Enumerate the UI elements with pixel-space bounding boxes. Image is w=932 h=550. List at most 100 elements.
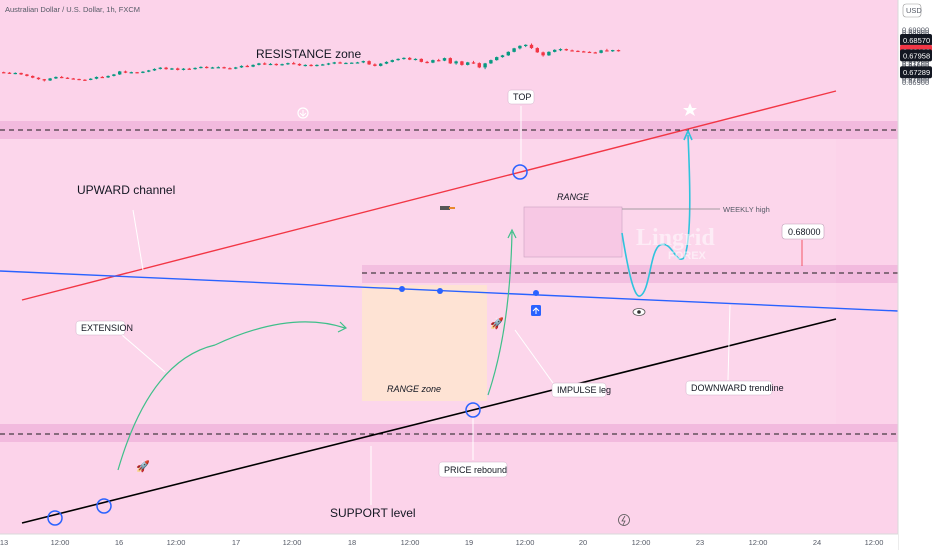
candle[interactable] [309,64,313,67]
candle[interactable] [390,59,394,63]
candle[interactable] [170,67,174,70]
candle[interactable] [228,67,232,70]
candle[interactable] [483,62,487,70]
candle[interactable] [547,51,551,56]
candle[interactable] [234,66,238,70]
candle[interactable] [77,78,81,81]
candle[interactable] [518,45,522,50]
candle[interactable] [65,77,70,79]
candle[interactable] [489,59,493,64]
candle[interactable] [286,62,290,65]
candle[interactable] [25,73,29,77]
eye-icon[interactable] [632,308,646,316]
candle[interactable] [419,58,423,63]
candle[interactable] [36,77,41,80]
upward-channel-top-line[interactable] [21,90,837,301]
candle[interactable] [599,49,603,54]
candle[interactable] [164,66,168,70]
candle[interactable] [19,72,23,75]
candle[interactable] [239,65,244,68]
candle[interactable] [616,49,621,52]
price-rebound-marker[interactable] [465,402,481,418]
candle[interactable] [477,62,481,69]
candle[interactable] [558,48,563,52]
candle[interactable] [71,77,75,80]
candle[interactable] [106,75,110,78]
candle[interactable] [315,64,319,67]
candle[interactable] [147,69,151,73]
candle[interactable] [500,54,505,58]
candle[interactable] [367,60,371,65]
candle[interactable] [553,49,557,53]
candle[interactable] [48,77,52,81]
candle[interactable] [425,60,429,64]
candle[interactable] [593,51,597,54]
candle[interactable] [158,67,162,70]
candle[interactable] [442,57,447,62]
candle[interactable] [257,62,261,66]
candle[interactable] [141,71,145,74]
hammer-icon[interactable] [440,206,455,210]
candle[interactable] [535,47,539,53]
candle[interactable] [181,68,186,71]
swing-low-marker-1[interactable] [47,510,63,526]
top-marker[interactable] [512,164,528,180]
candle[interactable] [245,64,249,68]
candle[interactable] [297,63,302,66]
price-axis[interactable] [898,0,932,550]
candle[interactable] [582,50,586,53]
swing-low-marker-2[interactable] [96,498,112,514]
price-level-box[interactable] [781,223,825,240]
candle[interactable] [379,63,383,67]
candle[interactable] [529,43,534,49]
candle[interactable] [524,44,528,48]
candle[interactable] [205,66,209,69]
candle[interactable] [89,78,93,81]
star-icon[interactable] [683,103,697,116]
arrow-up-badge-icon[interactable] [531,305,541,316]
candle[interactable] [135,71,139,74]
currency-badge[interactable] [902,3,922,18]
candle[interactable] [152,68,157,71]
candle[interactable] [338,61,342,64]
candle[interactable] [587,51,592,54]
candle[interactable] [373,63,377,67]
candle[interactable] [321,63,325,66]
candle[interactable] [471,60,476,64]
candle[interactable] [350,62,354,64]
candle[interactable] [466,61,470,66]
candle[interactable] [83,79,87,81]
candle[interactable] [408,57,412,61]
candle[interactable] [123,70,128,74]
price-tag[interactable]: 0.67958 [900,49,932,62]
downward-trendline[interactable] [0,270,899,312]
candle[interactable] [263,62,267,65]
price-tag[interactable]: 0.67289 [900,66,932,79]
candle[interactable] [94,76,99,80]
rocket-icon[interactable]: 🚀 [136,460,150,473]
candle[interactable] [564,48,568,51]
candle[interactable] [210,66,215,69]
candle[interactable] [176,67,180,71]
candle[interactable] [274,63,278,66]
arrow-down-circle-icon[interactable] [297,107,309,119]
candle[interactable] [448,57,452,64]
candle[interactable] [326,62,331,66]
candle[interactable] [303,64,307,67]
candle[interactable] [355,61,360,64]
candle[interactable] [512,47,516,53]
lightning-icon[interactable] [618,514,630,526]
candle[interactable] [437,58,441,62]
candle[interactable] [187,67,191,70]
candle[interactable] [292,61,296,65]
candle[interactable] [344,62,348,65]
candle[interactable] [541,51,545,57]
candle[interactable] [495,56,499,61]
candle[interactable] [431,59,435,64]
candle[interactable] [54,76,58,79]
candle[interactable] [222,66,226,69]
candle[interactable] [413,58,418,61]
candle[interactable] [251,64,255,68]
candle[interactable] [112,73,116,77]
